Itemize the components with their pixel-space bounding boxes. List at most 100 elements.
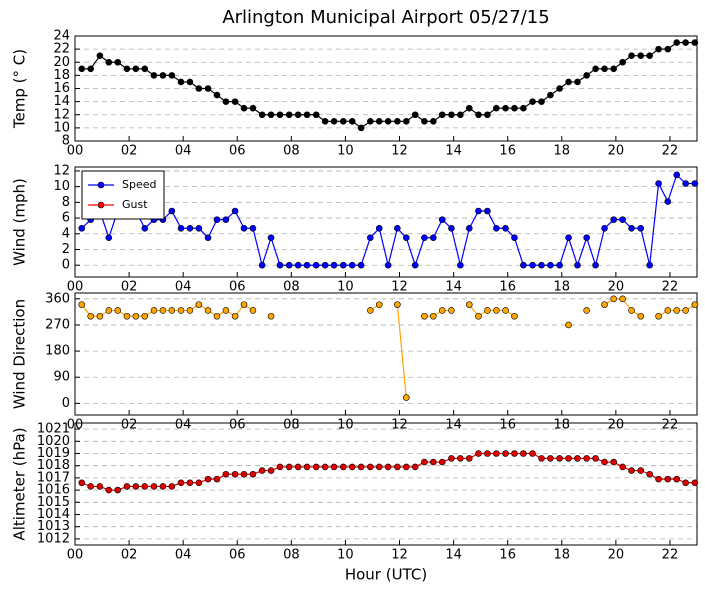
data-point (240, 470, 248, 478)
data-point (132, 312, 140, 320)
data-point (394, 301, 401, 308)
data-point (222, 98, 230, 105)
y-tick-label: 1013 (37, 519, 70, 534)
data-point (465, 224, 473, 232)
data-point (583, 234, 590, 242)
data-point (321, 463, 329, 471)
data-point (204, 475, 212, 483)
series-line (81, 173, 695, 268)
data-point (646, 470, 653, 478)
data-point (240, 224, 248, 232)
data-point (574, 261, 581, 269)
data-point (303, 111, 311, 119)
data-point (213, 312, 221, 320)
y-tick-label: 90 (53, 370, 70, 385)
x-tick-label: 18 (554, 548, 571, 563)
y-tick-label: 1016 (37, 483, 70, 498)
data-point (375, 118, 383, 125)
data-point (402, 118, 410, 125)
data-point (655, 180, 662, 187)
data-point (141, 224, 149, 232)
data-point (231, 312, 239, 320)
data-point (150, 483, 158, 490)
x-tick-label: 16 (499, 280, 516, 295)
data-point (402, 234, 410, 242)
data-point (421, 118, 428, 125)
data-point (339, 261, 347, 269)
y-tick-label: 1012 (37, 531, 70, 546)
data-point (384, 261, 392, 269)
data-point (574, 78, 581, 86)
data-point (628, 52, 635, 59)
data-point (78, 65, 86, 73)
data-point (475, 312, 482, 320)
data-point (421, 458, 428, 466)
y-tick-label: 1018 (37, 458, 70, 473)
data-point (438, 307, 446, 314)
data-point (402, 463, 410, 471)
x-tick-label: 14 (445, 144, 462, 159)
data-point (249, 224, 257, 232)
data-point (177, 224, 185, 232)
data-point (520, 104, 527, 112)
data-point (276, 111, 284, 119)
y-tick-label: 270 (45, 317, 70, 332)
y-tick-label: 0 (62, 396, 70, 411)
data-point (249, 104, 257, 112)
data-point (565, 234, 572, 242)
data-point (664, 307, 672, 314)
data-point (186, 479, 194, 487)
data-point (583, 455, 590, 462)
x-tick-label: 04 (175, 548, 192, 563)
data-point (132, 483, 140, 490)
x-tick-label: 14 (445, 418, 462, 433)
data-point (601, 65, 608, 73)
plot-frame (74, 35, 698, 142)
data-point (132, 65, 140, 73)
data-point (583, 307, 590, 314)
data-point (430, 312, 437, 320)
x-tick-label: 20 (608, 144, 625, 159)
plot-frame (74, 292, 698, 416)
data-point (394, 463, 401, 471)
y-tick-label: 8 (62, 134, 70, 149)
data-point (294, 463, 302, 471)
data-point (303, 261, 311, 269)
data-point (330, 463, 338, 471)
plot-frame (74, 166, 698, 278)
data-point (204, 307, 212, 314)
data-point (258, 467, 266, 474)
x-tick-label: 16 (499, 418, 516, 433)
y-tick-label: 2 (62, 242, 70, 257)
y-axis-label: Altimeter (hPa) (11, 427, 29, 540)
data-point (520, 261, 527, 269)
data-point (511, 104, 518, 112)
data-point (312, 463, 320, 471)
data-point (475, 207, 482, 215)
data-point (628, 224, 635, 232)
data-point (240, 104, 248, 112)
data-point (601, 301, 608, 308)
data-point (285, 463, 293, 471)
data-point (357, 124, 365, 132)
data-point (646, 261, 653, 269)
data-point (682, 180, 689, 187)
x-tick-label: 22 (662, 548, 679, 563)
data-point (484, 207, 491, 215)
y-tick-label: 1017 (37, 470, 70, 485)
data-point (592, 261, 599, 269)
x-tick-label: 00 (67, 548, 84, 563)
data-point (231, 470, 239, 478)
data-point (493, 307, 500, 314)
data-point (78, 479, 86, 487)
data-point (159, 72, 167, 79)
legend-marker (97, 201, 105, 209)
data-point (430, 234, 437, 242)
x-tick-label: 04 (175, 280, 192, 295)
data-point (258, 111, 266, 119)
data-point (493, 224, 500, 232)
y-tick-label: 360 (45, 291, 70, 306)
x-axis-label: Hour (UTC) (345, 566, 427, 584)
data-point (411, 111, 419, 119)
